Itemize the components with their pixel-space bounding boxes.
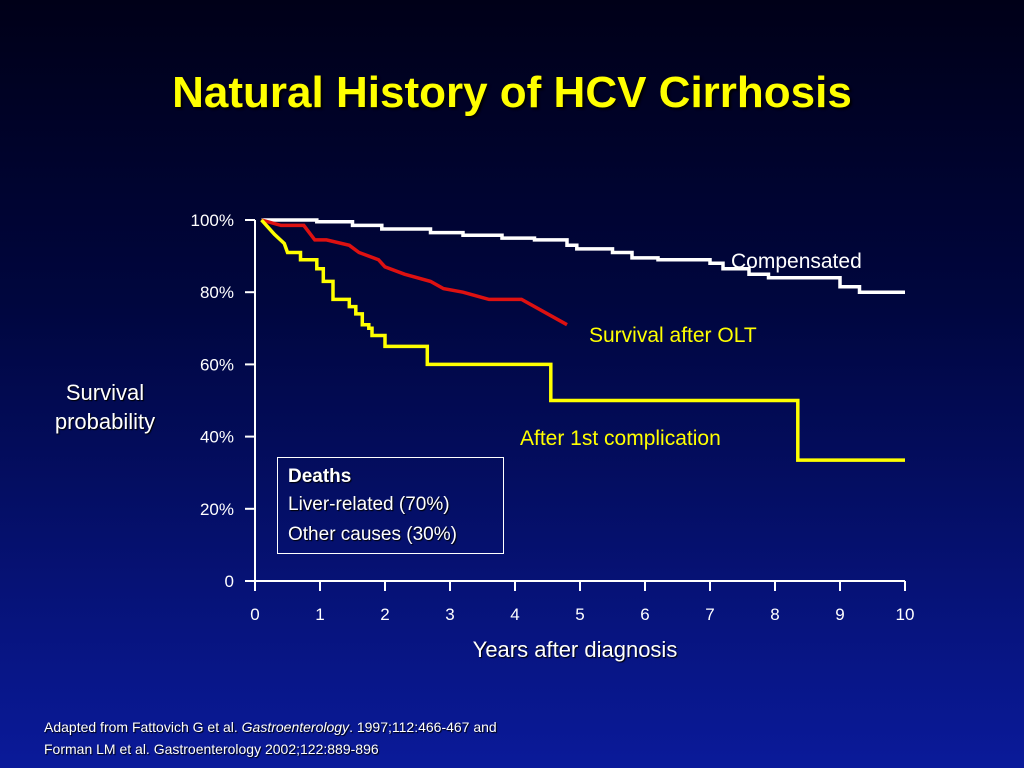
series-group	[260, 218, 905, 462]
series-line-complication	[260, 218, 905, 462]
source-citation: Adapted from Fattovich G et al. Gastroen…	[44, 716, 497, 760]
y-tick-label: 40%	[200, 428, 234, 447]
x-axis-title: Years after diagnosis	[472, 637, 678, 662]
slide-title: Natural History of HCV Cirrhosis	[172, 68, 852, 117]
y-tick-group: 0 20% 40% 60% 80% 100%	[191, 211, 255, 591]
source-line-1-prefix: Adapted from Fattovich G et al.	[44, 719, 242, 735]
deaths-item-other: Other causes (30%)	[288, 524, 457, 545]
y-tick-label: 0	[225, 572, 234, 591]
x-tick-label: 4	[510, 605, 519, 624]
x-tick-label: 5	[575, 605, 584, 624]
x-tick-label: 2	[380, 605, 389, 624]
series-label-complication: After 1st complication	[520, 427, 721, 450]
source-line-1: Adapted from Fattovich G et al. Gastroen…	[44, 716, 497, 738]
y-tick-label: 100%	[191, 211, 234, 230]
x-tick-label: 1	[315, 605, 324, 624]
x-tick-label: 0	[250, 605, 259, 624]
x-tick-label: 10	[896, 605, 915, 624]
deaths-box: Deaths Liver-related (70%) Other causes …	[277, 457, 504, 554]
x-tick-label: 9	[835, 605, 844, 624]
series-line-compensated	[261, 218, 905, 294]
x-tick-label: 6	[640, 605, 649, 624]
deaths-heading: Deaths	[288, 466, 352, 487]
source-line-1-suffix: . 1997;112:466-467 and	[349, 719, 497, 735]
x-tick-group: 0 1 2 3 4 5 6 7 8 9 10	[250, 581, 914, 624]
y-tick-label: 20%	[200, 500, 234, 519]
deaths-item-liver: Liver-related (70%)	[288, 494, 450, 515]
series-label-olt: Survival after OLT	[589, 324, 757, 347]
y-tick-label: 80%	[200, 283, 234, 302]
y-tick-label: 60%	[200, 355, 234, 374]
source-line-2: Forman LM et al. Gastroenterology 2002;1…	[44, 741, 379, 757]
series-label-compensated: Compensated	[731, 250, 862, 273]
x-tick-label: 8	[770, 605, 779, 624]
x-tick-label: 3	[445, 605, 454, 624]
series-line-olt	[261, 218, 568, 327]
x-tick-label: 7	[705, 605, 714, 624]
y-axis-title: Survival probability	[54, 380, 156, 434]
source-journal: Gastroenterology	[241, 719, 350, 735]
